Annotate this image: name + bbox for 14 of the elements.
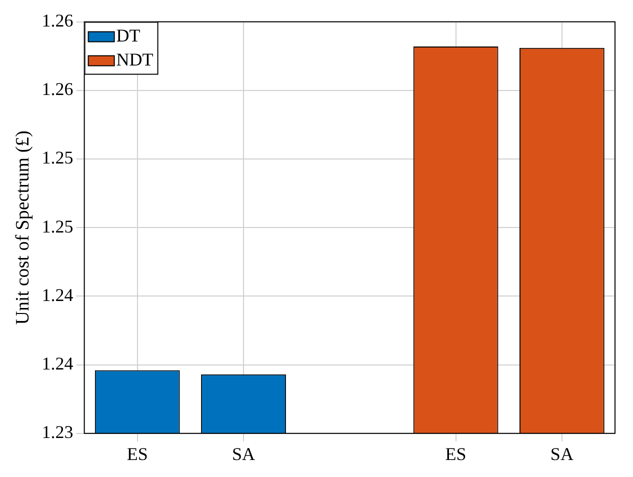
legend-label: NDT <box>116 50 154 70</box>
x-tick-label: ES <box>445 444 466 464</box>
y-tick-label: 1.26 <box>42 79 74 100</box>
x-tick-label: ES <box>126 444 148 464</box>
y-tick-label: 1.25 <box>42 148 74 168</box>
y-tick-label: 1.24 <box>42 284 74 305</box>
y-tick-label: 1.24 <box>42 354 74 374</box>
x-tick-label: SA <box>550 444 574 464</box>
y-tick-label: 1.23 <box>42 422 74 442</box>
y-axis-title: Unit cost of Spectrum (£) <box>12 130 34 325</box>
y-tick-label: 1.26 <box>42 10 74 31</box>
y-tick-label: 1.25 <box>42 216 74 236</box>
legend-label: DT <box>116 26 140 46</box>
x-tick-label: SA <box>232 444 256 464</box>
